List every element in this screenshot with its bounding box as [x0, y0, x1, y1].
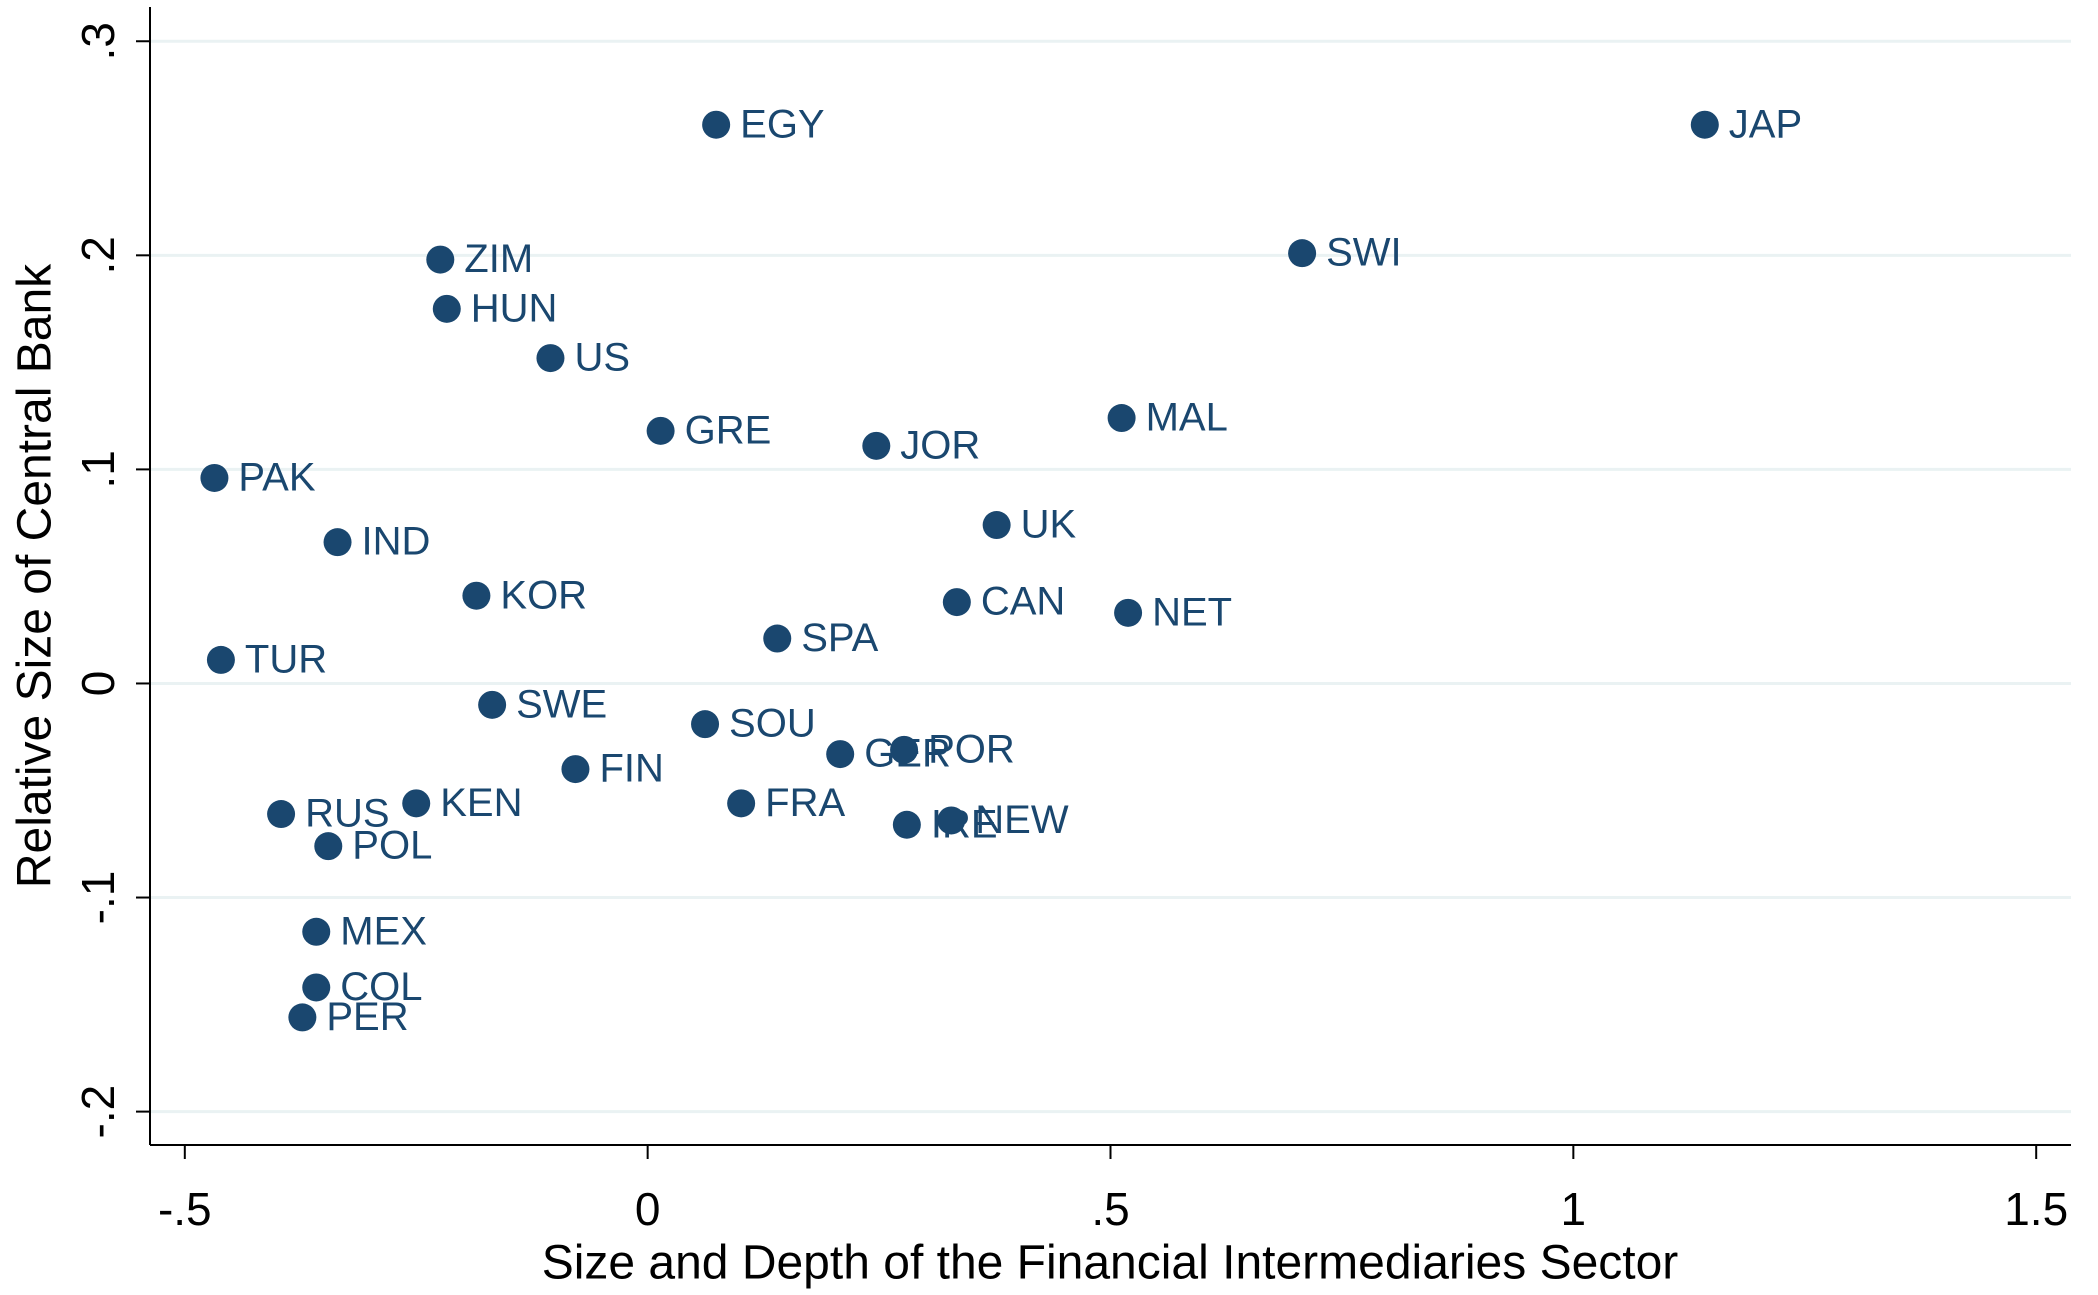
point — [763, 624, 792, 653]
point — [982, 511, 1011, 540]
y-tick-label: .2 — [72, 236, 124, 274]
point-label: SWI — [1326, 231, 1402, 275]
y-tick-label: -.1 — [72, 871, 124, 925]
point-label: UK — [1021, 503, 1077, 547]
point-label: EGY — [740, 102, 824, 146]
point — [890, 735, 919, 764]
point-label: NEW — [975, 798, 1069, 842]
point — [1114, 598, 1143, 627]
point-label: KOR — [500, 573, 587, 617]
point — [1107, 404, 1136, 433]
point — [892, 810, 921, 839]
y-tick-label: -.2 — [72, 1085, 124, 1139]
point-label: NET — [1152, 590, 1232, 634]
point — [200, 463, 229, 492]
x-tick-label: 1.5 — [2004, 1183, 2068, 1235]
point — [206, 645, 235, 674]
y-axis-title: Relative Size of Central Bank — [9, 263, 62, 888]
point — [937, 806, 966, 835]
point — [426, 245, 455, 274]
point-label: PER — [326, 995, 408, 1039]
point — [323, 528, 352, 557]
point — [826, 740, 855, 769]
point — [402, 789, 431, 818]
point-label: MEX — [340, 909, 427, 953]
point — [1690, 110, 1719, 139]
point-label: JAP — [1729, 102, 1802, 146]
point-label: IND — [362, 520, 431, 564]
point-label: FRA — [765, 781, 845, 825]
point-label: SOU — [729, 702, 816, 746]
point — [942, 588, 971, 617]
y-tick-label: .1 — [72, 450, 124, 488]
point — [288, 1003, 317, 1032]
point — [302, 917, 331, 946]
point — [727, 789, 756, 818]
point-label: KEN — [440, 781, 522, 825]
point — [536, 344, 565, 373]
point-label: POR — [928, 727, 1015, 771]
point — [302, 973, 331, 1002]
point-label: CAN — [981, 580, 1065, 624]
point-label: FIN — [599, 747, 663, 791]
point-label: COL — [340, 965, 422, 1009]
point-label: US — [574, 336, 630, 380]
point — [862, 431, 891, 460]
point-label: ZIM — [464, 237, 533, 281]
point — [1288, 239, 1317, 268]
point — [432, 294, 461, 323]
point — [646, 416, 675, 445]
point — [691, 710, 720, 739]
point — [478, 690, 507, 719]
x-tick-label: 0 — [635, 1183, 661, 1235]
x-tick-label: -.5 — [158, 1183, 212, 1235]
point-label: HUN — [471, 286, 558, 330]
y-tick-label: 0 — [72, 671, 124, 697]
point-label: SWE — [516, 682, 607, 726]
point-label: RUS — [305, 792, 389, 836]
point-label: MAL — [1146, 396, 1228, 440]
point-label: JOR — [900, 423, 980, 467]
x-tick-label: 1 — [1561, 1183, 1587, 1235]
point-label: TUR — [245, 637, 327, 681]
point — [462, 581, 491, 610]
x-axis-title: Size and Depth of the Financial Intermed… — [542, 1237, 1679, 1290]
point-label: SPA — [801, 616, 878, 660]
x-tick-label: .5 — [1091, 1183, 1129, 1235]
point — [561, 755, 590, 784]
point — [314, 832, 343, 861]
point-label: PAK — [238, 456, 315, 500]
point — [702, 110, 731, 139]
point-label: GRE — [685, 408, 772, 452]
point — [267, 800, 296, 829]
point-label: POL — [352, 824, 432, 868]
y-tick-label: .3 — [72, 22, 124, 60]
